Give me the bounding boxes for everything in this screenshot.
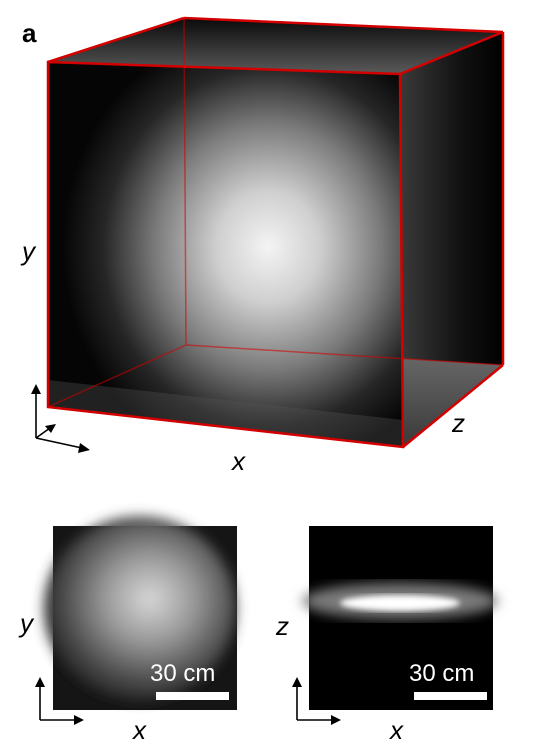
xz-slice-image — [302, 526, 498, 710]
xy-y-label: y — [20, 608, 33, 638]
panel-label: a — [22, 18, 37, 48]
cube-z-label: z — [452, 408, 465, 438]
cube-axis-arrows — [31, 384, 90, 453]
xz-z-label: z — [276, 611, 289, 641]
cube-front-face — [48, 62, 403, 447]
xy-x-label: x — [133, 715, 146, 745]
cube-top-face — [48, 18, 503, 74]
xz-axis-arrows — [292, 677, 341, 725]
cube-right-face — [400, 32, 503, 447]
cube-x-label: x — [232, 446, 245, 476]
cube-y-label: y — [22, 236, 35, 266]
xy-scale-bar — [156, 692, 229, 700]
xy-scale-label: 30 cm — [150, 660, 216, 687]
xz-scale-label: 30 cm — [409, 660, 475, 687]
cube-edges — [46, 16, 505, 449]
xy-axis-arrows — [35, 677, 84, 725]
xz-scale-bar — [414, 692, 487, 700]
xy-slice-image — [44, 516, 237, 710]
xz-x-label: x — [390, 715, 403, 745]
